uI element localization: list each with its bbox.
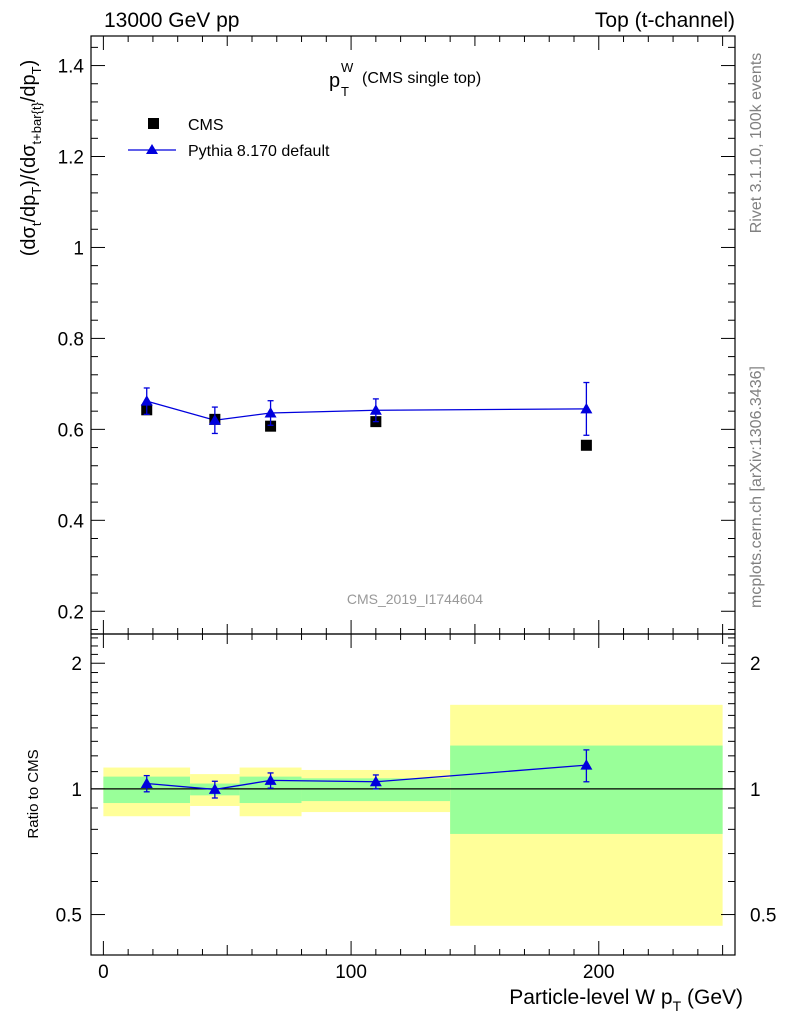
ratio-pythia-point bbox=[264, 774, 277, 785]
ratio-y-tick-label: 1 bbox=[71, 780, 82, 801]
ratio-inner-band bbox=[301, 778, 451, 802]
pythia-point bbox=[264, 406, 277, 418]
ratio-y-axis-label: Ratio to CMS bbox=[25, 749, 42, 838]
ratio-pythia-point bbox=[580, 759, 593, 770]
ratio-pythia-point bbox=[369, 775, 382, 787]
main-y-tick-label: 0.6 bbox=[58, 420, 84, 441]
cms-point bbox=[580, 439, 592, 451]
pythia-point bbox=[208, 414, 221, 425]
legend-cms-marker bbox=[148, 118, 159, 129]
legend: CMS Pythia 8.170 default bbox=[128, 117, 330, 160]
title-superscript: W bbox=[341, 60, 354, 75]
header-left: 13000 GeV pp bbox=[104, 9, 239, 32]
main-y-tick-label: 0.2 bbox=[58, 602, 84, 623]
title-subscript: T bbox=[341, 84, 349, 99]
ratio-y-tick-label: 2 bbox=[71, 654, 82, 675]
legend-cms-label: CMS bbox=[188, 117, 224, 134]
ratio-panel: 0.5 0.5 1 1 2 2 0 100 200 Ratio to CMS Particle-… bbox=[25, 633, 776, 1014]
main-y-tick-label: 1.2 bbox=[58, 148, 84, 169]
main-y-tick-label: 0.4 bbox=[58, 511, 85, 532]
pythia-point bbox=[580, 402, 593, 414]
ratio-y-tick-label-right: 1 bbox=[750, 780, 761, 801]
analysis-watermark: CMS_2019_I1744604 bbox=[347, 591, 483, 607]
ratio-y-tick-label: 0.5 bbox=[56, 906, 82, 927]
ratio-pythia-point bbox=[140, 777, 153, 789]
pythia-point bbox=[140, 395, 153, 406]
legend-pythia-label: Pythia 8.170 default bbox=[188, 143, 330, 160]
main-y-tick-label: 1 bbox=[73, 238, 84, 259]
x-tick-label: 100 bbox=[335, 962, 367, 983]
ratio-pythia-point bbox=[208, 783, 221, 794]
rivet-label: Rivet 3.1.10, 100k events bbox=[748, 53, 765, 234]
main-y-tick-label: 1.4 bbox=[58, 57, 85, 78]
ratio-y-tick-label-right: 0.5 bbox=[750, 906, 776, 927]
cms-point bbox=[265, 420, 277, 432]
pythia-point bbox=[369, 404, 382, 415]
main-title: p W T (CMS single top) bbox=[329, 60, 481, 99]
title-extra: (CMS single top) bbox=[362, 70, 481, 87]
x-tick-label: 0 bbox=[98, 962, 109, 983]
header-right: Top (t-channel) bbox=[595, 9, 735, 32]
mcplots-label: mcplots.cern.ch [arXiv:1306.3436] bbox=[748, 366, 765, 608]
main-y-tick-label: 0.8 bbox=[58, 329, 84, 350]
ratio-frame bbox=[90, 633, 736, 956]
x-axis-label: Particle-level W pT (GeV) bbox=[509, 986, 743, 1014]
title-main: p bbox=[329, 70, 340, 92]
main-y-axis-label: (dσt/dpT)/(dσt+bar{t}/dpT) bbox=[18, 60, 44, 257]
ratio-y-tick-label-right: 2 bbox=[750, 654, 761, 675]
main-panel: 0.2 0.4 0.6 0.8 1 1.2 1.4 CMS_2019_I1744604 p … bbox=[18, 35, 736, 635]
legend-pythia-marker bbox=[146, 144, 158, 154]
x-tick-label: 200 bbox=[583, 962, 615, 983]
